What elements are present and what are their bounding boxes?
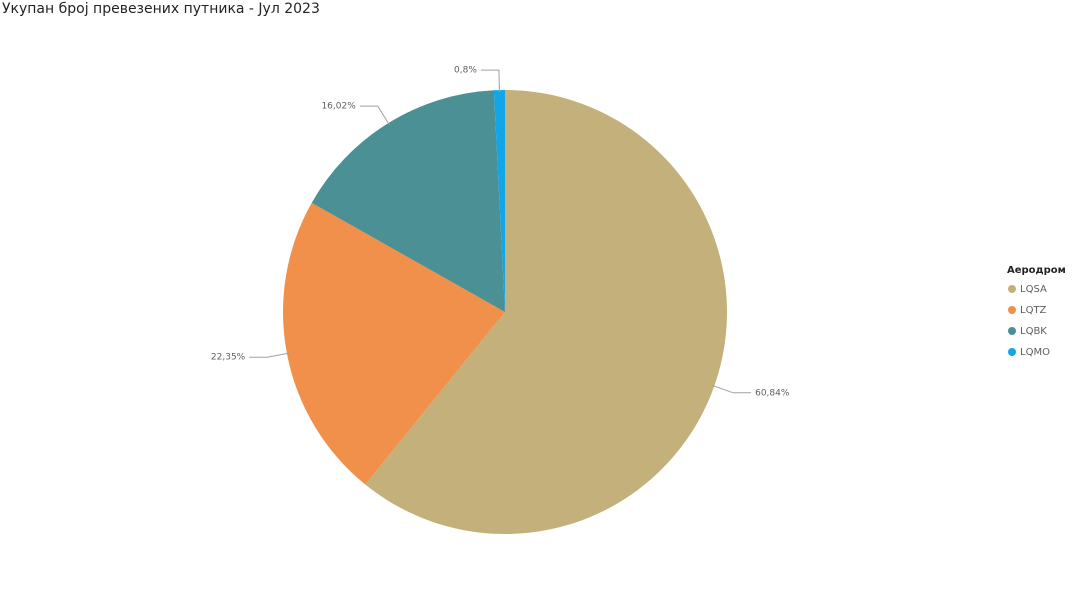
- leader-line: [712, 384, 752, 394]
- leader-line: [249, 352, 289, 358]
- data-label: 0,8%: [454, 66, 477, 76]
- legend-marker: [1008, 306, 1016, 314]
- leader-line: [359, 105, 390, 126]
- pie-slice: [365, 90, 727, 534]
- pie-slice: [311, 90, 505, 313]
- data-label: 16,02%: [321, 102, 356, 112]
- pie-slice: [493, 90, 505, 312]
- legend-label: LQSA: [1020, 284, 1047, 295]
- data-label: 22,35%: [211, 353, 246, 363]
- pie-slice: [283, 202, 505, 485]
- legend-label: LQBK: [1020, 326, 1047, 337]
- legend-label: LQTZ: [1020, 305, 1047, 316]
- legend-marker: [1008, 348, 1016, 356]
- legend-title: Аеродром: [1007, 265, 1066, 276]
- legend-marker: [1008, 327, 1016, 335]
- leader-line: [480, 69, 500, 93]
- chart-title: Укупан број превезених путника - Јул 202…: [2, 1, 320, 17]
- data-label: 60,84%: [755, 388, 790, 398]
- legend-marker: [1008, 285, 1016, 293]
- legend-label: LQMO: [1020, 347, 1050, 358]
